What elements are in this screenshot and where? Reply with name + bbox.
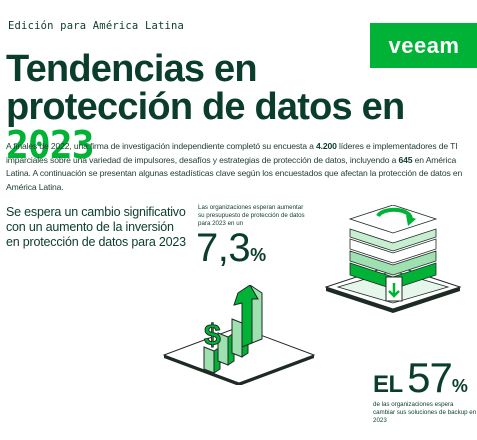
intro-latam-count: 645 bbox=[398, 154, 413, 165]
backup-stat-caption: de las organizaciones espera cambiar sus… bbox=[373, 401, 477, 424]
backup-stat: EL 57% bbox=[373, 357, 468, 408]
intro-paragraph: A finales de 2022, una firma de investig… bbox=[6, 140, 472, 194]
page-title: Tendencias en protección de datos en 202… bbox=[6, 50, 477, 165]
svg-text:$: $ bbox=[204, 319, 221, 352]
backup-stat-prefix: EL bbox=[373, 371, 403, 398]
backup-stat-unit: % bbox=[451, 376, 468, 396]
veeam-logo: veeam bbox=[370, 23, 477, 68]
backup-stat-number: 57 bbox=[407, 354, 453, 401]
budget-stat-value: 7,3% bbox=[196, 228, 266, 275]
budget-stat-caption: Las organizaciones esperan aumentar su p… bbox=[198, 204, 305, 227]
edition-label: Edición para América Latina bbox=[8, 20, 185, 32]
bar-chart-arrow-dollar-icon: $ bbox=[162, 285, 316, 385]
title-year: 2023 bbox=[6, 123, 95, 167]
title-line-1: Tendencias en bbox=[6, 48, 258, 90]
budget-stat-number: 7,3 bbox=[196, 226, 251, 270]
intro-text-3: en América Latina. A continuación se pre… bbox=[6, 154, 463, 192]
section-lead: Se espera un cambio significativo con un… bbox=[6, 205, 186, 249]
budget-stat-unit: % bbox=[250, 245, 266, 265]
svg-text:veeam: veeam bbox=[388, 34, 459, 58]
intro-respondents: 4.200 bbox=[316, 141, 337, 151]
title-line-2-text: protección de datos en bbox=[6, 86, 405, 128]
intro-text-2: líderes e implementadores de TI imparcia… bbox=[6, 141, 458, 165]
refresh-stack-icon bbox=[324, 205, 462, 313]
veeam-wordmark: veeam bbox=[388, 34, 459, 58]
title-line-2: protección de datos en 2023 bbox=[6, 88, 477, 165]
intro-text-1: A finales de 2022, una firma de investig… bbox=[6, 141, 317, 151]
